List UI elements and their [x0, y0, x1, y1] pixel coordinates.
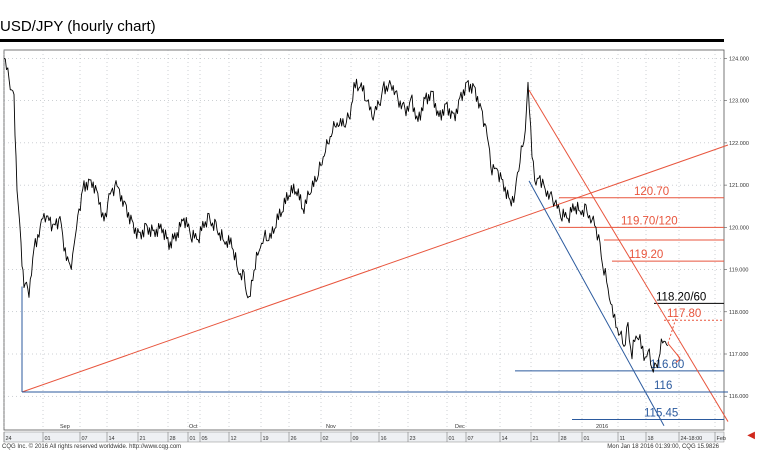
x-tick-label: 24-18:00	[681, 436, 703, 442]
x-tick-label: 11	[620, 436, 626, 442]
x-tick-label: 21	[140, 436, 146, 442]
x-tick-label: 09	[353, 436, 359, 442]
trend-line	[528, 180, 665, 427]
x-tick-label: Feb	[717, 436, 726, 442]
y-tick-label: 122.000	[729, 141, 749, 147]
scroll-left-arrow-icon[interactable]: ◀	[747, 430, 755, 441]
title-underline	[0, 39, 724, 42]
chart-title: USD/JPY (hourly chart)	[0, 18, 156, 35]
x-tick-label: 01	[584, 436, 590, 442]
x-tick-label: 19	[263, 436, 269, 442]
price-chart: 124.000 123.000 122.000 121.000 120.000 119.0…	[3, 49, 749, 443]
y-tick-label: 119.000	[729, 268, 748, 274]
y-tick-label: 121.000	[729, 183, 749, 189]
x-tick-label: 18	[648, 436, 654, 442]
y-tick-label: 118.000	[729, 310, 748, 316]
x-tick-label: 23	[410, 436, 416, 442]
level-label: 117.80	[667, 308, 701, 320]
trend-line	[528, 89, 729, 422]
level-label: 119.20	[629, 249, 663, 261]
x-tick-label: 28	[561, 436, 567, 442]
y-tick-label: 117.000	[729, 352, 748, 358]
x-tick-label: 01	[449, 436, 455, 442]
x-tick-label: 12	[231, 436, 237, 442]
x-tick-label: 01	[190, 436, 196, 442]
x-tick-label: 02	[323, 436, 329, 442]
month-label: Oct	[189, 424, 198, 430]
trend-line	[21, 144, 729, 393]
x-tick-label: 01	[45, 436, 51, 442]
x-tick-label: 24	[6, 436, 12, 442]
x-tick-label: 28	[170, 436, 176, 442]
price-series	[3, 57, 669, 373]
level-label: 116.60	[650, 359, 684, 371]
month-label: Dec	[455, 424, 465, 430]
x-tick-label: 07	[468, 436, 474, 442]
x-tick-label: 05	[202, 436, 208, 442]
month-label: Sep	[60, 424, 70, 430]
level-label: 115.45	[644, 407, 678, 419]
x-tick-label: 16	[381, 436, 387, 442]
forecast-dash	[667, 317, 677, 344]
month-label: Nov	[326, 424, 336, 430]
month-label: 2016	[596, 424, 608, 430]
arrow-head-icon	[675, 353, 681, 363]
level-label: 116	[654, 380, 672, 392]
footer-timestamp: Mon Jan 18 2016 01:39:00, CQG 15.9826	[607, 444, 719, 450]
y-tick-label: 120.000	[729, 225, 749, 231]
x-tick-label: 26	[291, 436, 297, 442]
y-tick-label: 124.000	[729, 56, 749, 62]
x-tick-label: 14	[109, 436, 115, 442]
x-tick-label: 14	[502, 436, 508, 442]
y-tick-label: 123.000	[729, 99, 749, 105]
level-label: 119.70/120	[621, 215, 678, 227]
x-tick-label: 21	[533, 436, 539, 442]
level-label: 118.20/60	[656, 291, 706, 303]
footer-copyright: CQG Inc. © 2016 All rights reserved worl…	[2, 444, 182, 450]
level-label: 120.70	[634, 186, 669, 198]
y-tick-label: 116.000	[729, 394, 748, 400]
x-tick-label: 07	[82, 436, 88, 442]
